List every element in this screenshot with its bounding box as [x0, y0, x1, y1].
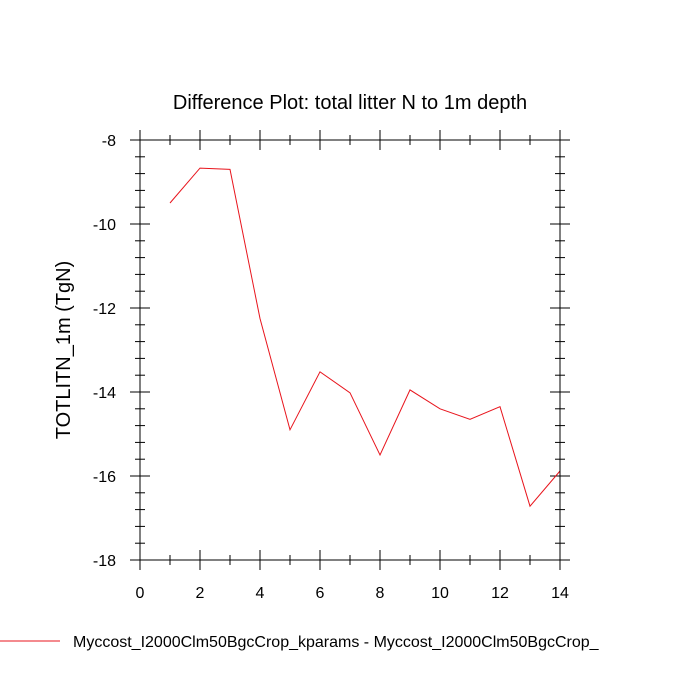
- series-line: [169, 167, 561, 508]
- y-tick-label: -12: [93, 301, 116, 318]
- y-tick-label: -10: [93, 217, 116, 234]
- legend: Myccost_I2000Clm50BgcCrop_kparams - Mycc…: [0, 634, 600, 651]
- x-tick-label: 6: [316, 585, 325, 602]
- x-tick-label: 12: [491, 585, 509, 602]
- legend-entry: Myccost_I2000Clm50BgcCrop_kparams - Mycc…: [73, 634, 600, 651]
- y-tick-label: -8: [102, 133, 116, 150]
- y-tick-label: -18: [93, 553, 116, 570]
- x-tick-label: 0: [136, 585, 145, 602]
- x-tick-label: 4: [256, 585, 265, 602]
- series-lines: [169, 167, 561, 508]
- y-axis-label: TOTLITN_1m (TgN): [53, 261, 75, 440]
- axis-tick-labels: 0 2 4 6 8 10 12 14 -18 -16 -14 -12 -10 -8: [93, 133, 569, 602]
- x-tick-label: 8: [376, 585, 385, 602]
- plot-area-frame: [139, 139, 561, 561]
- y-tick-label: -14: [93, 385, 116, 402]
- y-tick-label: -16: [93, 469, 116, 486]
- axis-ticks: [130, 130, 570, 570]
- chart-title: Difference Plot: total litter N to 1m de…: [173, 92, 527, 114]
- x-tick-label: 2: [196, 585, 205, 602]
- x-tick-label: 10: [431, 585, 449, 602]
- x-tick-label: 14: [551, 585, 569, 602]
